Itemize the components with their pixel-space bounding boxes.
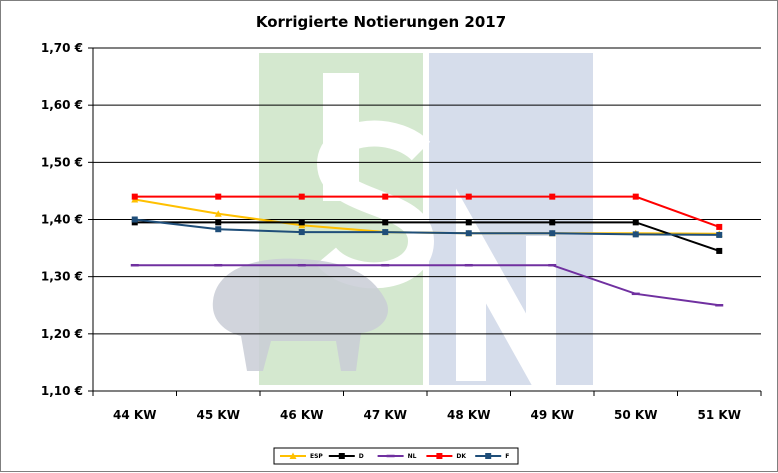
- data-point-d-2: [298, 219, 305, 226]
- series-nl: [130, 263, 724, 307]
- series-line-f: [134, 218, 720, 236]
- legend-marker-dk: [436, 453, 443, 459]
- legend-entry-nl: NL: [377, 453, 417, 460]
- data-point-dk-1: [215, 193, 222, 200]
- y-tick-label-5: 1,60 €: [41, 98, 83, 112]
- data-point-f-1: [215, 226, 222, 233]
- x-tick-label-4: 48 KW: [447, 408, 490, 422]
- gridlines: [93, 47, 761, 392]
- x-tick-label-3: 47 KW: [364, 408, 407, 422]
- data-point-f-5: [549, 230, 556, 237]
- legend-label-dk: DK: [456, 453, 466, 460]
- data-point-dk-4: [465, 193, 472, 200]
- data-point-f-0: [131, 216, 138, 223]
- series-line-dk: [134, 195, 720, 228]
- x-tick-label-0: 44 KW: [113, 408, 156, 422]
- legend: ESP D NL DK F: [273, 447, 519, 465]
- y-tick-label-1: 1,20 €: [41, 327, 83, 341]
- legend-label-f: F: [505, 453, 509, 460]
- x-tick-label-7: 51 KW: [698, 408, 741, 422]
- x-tick-label-6: 50 KW: [614, 408, 657, 422]
- data-point-dk-2: [298, 193, 305, 200]
- legend-label-nl: NL: [408, 453, 417, 460]
- data-point-d-7: [716, 247, 723, 254]
- data-point-d-6: [632, 219, 639, 226]
- data-point-f-4: [465, 230, 472, 237]
- data-point-d-3: [382, 219, 389, 226]
- data-point-f-3: [382, 229, 389, 236]
- legend-entry-d: D: [328, 453, 364, 460]
- data-point-d-4: [465, 219, 472, 226]
- y-tick-label-2: 1,30 €: [41, 270, 83, 284]
- y-tick-label-6: 1,70 €: [41, 41, 83, 55]
- legend-entry-dk: DK: [426, 453, 466, 460]
- y-tick-label-3: 1,40 €: [41, 213, 83, 227]
- legend-entry-esp: ESP: [280, 452, 323, 460]
- data-point-dk-7: [716, 223, 723, 230]
- data-point-f-6: [632, 231, 639, 238]
- chart-title: Korrigierte Notierungen 2017: [256, 13, 506, 31]
- watermark-letter-n: [456, 188, 556, 429]
- legend-marker-f: [485, 453, 492, 459]
- series-line-d: [134, 221, 720, 252]
- x-tick-label-1: 45 KW: [197, 408, 240, 422]
- y-tick-label-4: 1,50 €: [41, 155, 83, 169]
- x-tick-label-2: 46 KW: [280, 408, 323, 422]
- y-tick-label-0: 1,10 €: [41, 384, 83, 398]
- data-point-dk-0: [131, 193, 138, 200]
- legend-marker-d: [338, 453, 345, 459]
- series-line-nl: [134, 264, 720, 307]
- watermark-letter-s: [316, 120, 435, 289]
- legend-label-esp: ESP: [310, 453, 323, 460]
- watermark-pig-silhouette: [212, 258, 389, 371]
- series-layer: [130, 193, 724, 307]
- data-point-d-1: [215, 219, 222, 226]
- data-point-d-5: [549, 219, 556, 226]
- data-point-f-7: [716, 231, 723, 238]
- data-point-dk-5: [549, 193, 556, 200]
- legend-label-d: D: [359, 453, 364, 460]
- series-dk: [131, 193, 723, 230]
- data-point-dk-3: [382, 193, 389, 200]
- data-point-esp-1: [214, 210, 222, 217]
- series-f: [131, 216, 723, 238]
- legend-entry-f: F: [475, 453, 509, 460]
- legend-marker-esp: [289, 452, 297, 459]
- x-axis: 44 KW 45 KW 46 KW 47 KW 48 KW 49 KW 50 KW 51 KW: [92, 390, 762, 422]
- data-point-dk-6: [632, 193, 639, 200]
- data-point-f-2: [298, 229, 305, 236]
- x-tick-label-5: 49 KW: [531, 408, 574, 422]
- y-axis: 1,10 € 1,20 € 1,30 € 1,40 € 1,50 € 1,60 € 1,70…: [41, 41, 94, 398]
